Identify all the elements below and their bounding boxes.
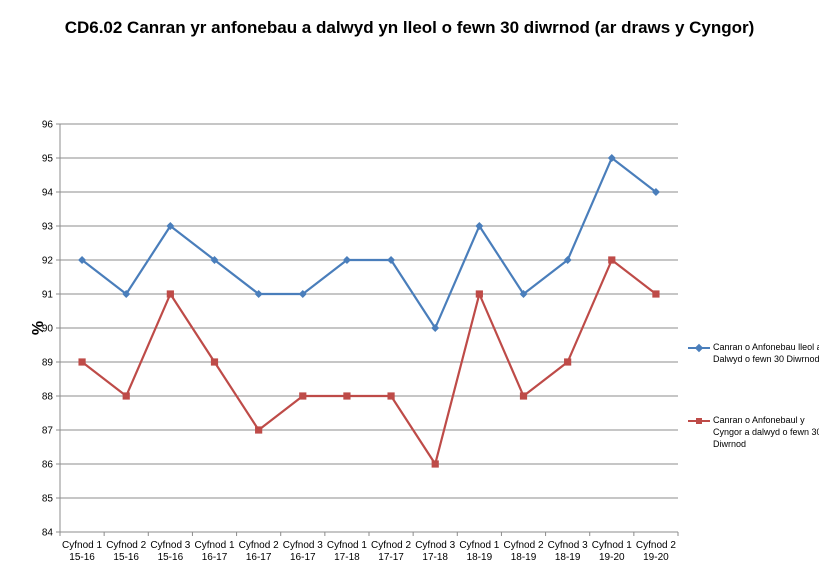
legend-label: Canran o Anfonebaul y Cyngor a dalwyd o … (713, 415, 819, 449)
axes (56, 123, 679, 536)
data-point-square (387, 392, 395, 400)
data-point-diamond (651, 188, 660, 196)
data-point-square (343, 392, 351, 400)
data-point-square (166, 290, 174, 298)
data-point-square (431, 460, 439, 468)
data-point-diamond (563, 256, 572, 264)
y-tick-label: 91 (42, 290, 54, 301)
data-point-diamond (166, 222, 175, 230)
x-tick-label: Cyfnod 2 16-17 (239, 540, 279, 563)
x-tick-label: Cyfnod 1 18-19 (459, 540, 499, 563)
x-tick-label: Cyfnod 3 17-18 (415, 540, 455, 563)
y-tick-label: 85 (42, 494, 54, 505)
y-tick-label: 96 (42, 120, 54, 131)
data-point-square (519, 392, 528, 400)
y-tick-label: 92 (42, 256, 54, 267)
data-point-diamond (210, 256, 219, 264)
x-tick-label: Cyfnod 3 16-17 (283, 540, 323, 563)
x-tick-label: Cyfnod 1 15-16 (62, 540, 102, 563)
legend-label: Canran o Anfonebau lleol a Dalwyd o fewn… (713, 342, 819, 364)
x-tick-label: Cyfnod 1 16-17 (194, 540, 234, 563)
data-point-diamond (387, 256, 396, 264)
y-tick-labels: 84 85 86 87 88 89 90 91 92 93 94 95 96 (42, 120, 54, 539)
data-point-square (78, 358, 86, 366)
data-point-square (255, 426, 263, 434)
x-tick-label: Cyfnod 1 17-18 (327, 540, 367, 563)
data-point-square (475, 290, 483, 298)
x-tick-label: Cyfnod 3 18-19 (548, 540, 588, 563)
data-point-square (608, 256, 616, 264)
series-line-1 (81, 156, 657, 330)
y-tick-label: 94 (42, 188, 54, 199)
data-point-square (122, 392, 130, 400)
series-markers (78, 154, 660, 468)
data-point-diamond (254, 290, 263, 298)
series-line-2 (81, 258, 657, 466)
data-point-diamond (122, 290, 131, 298)
data-point-diamond (298, 290, 307, 298)
data-point-diamond (519, 290, 528, 298)
y-tick-label: 84 (42, 528, 54, 539)
legend-square-marker (696, 418, 702, 424)
chart-title: CD6.02 Canran yr anfonebau a dalwyd yn l… (64, 18, 755, 37)
y-tick-label: 87 (42, 426, 54, 437)
y-axis-label: % (30, 321, 47, 335)
series-lines (81, 156, 657, 466)
data-point-square (299, 392, 307, 400)
data-point-diamond (78, 256, 87, 264)
data-point-diamond (475, 222, 484, 230)
x-tick-label: Cyfnod 2 18-19 (503, 540, 543, 563)
data-point-diamond (607, 154, 616, 162)
y-tick-label: 90 (42, 324, 54, 335)
x-tick-label: Cyfnod 2 19-20 (636, 540, 676, 563)
y-tick-label: 95 (42, 154, 54, 165)
grid-lines (60, 123, 678, 533)
x-tick-label: Cyfnod 2 17-17 (371, 540, 411, 563)
data-point-square (652, 290, 660, 298)
data-point-square (210, 358, 219, 366)
y-tick-label: 88 (42, 392, 54, 403)
y-tick-label: 86 (42, 460, 54, 471)
data-point-diamond (342, 256, 351, 264)
data-point-diamond (431, 324, 440, 332)
data-point-square (564, 358, 572, 366)
x-tick-label: Cyfnod 1 19-20 (592, 540, 632, 563)
y-tick-label: 89 (42, 358, 54, 369)
x-tick-label: Cyfnod 3 15-16 (150, 540, 190, 563)
y-tick-label: 93 (42, 222, 54, 233)
x-tick-label: Cyfnod 2 15-16 (106, 540, 146, 563)
